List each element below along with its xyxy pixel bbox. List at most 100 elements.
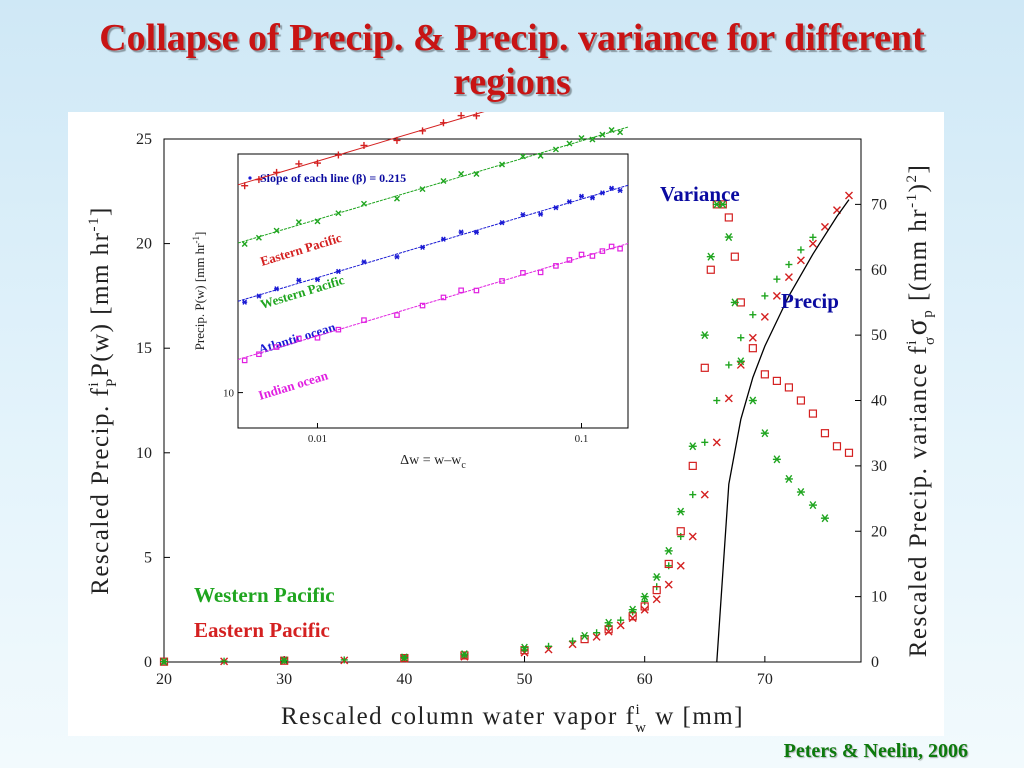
inset-point	[273, 168, 281, 176]
y-right-tick-label: 20	[871, 523, 887, 540]
variance-western-point	[718, 200, 727, 209]
inset-point	[273, 227, 280, 234]
y-left-tick-label: 25	[136, 131, 152, 148]
inset-point	[457, 112, 465, 120]
variance-western-point	[784, 474, 793, 483]
variance-eastern-point	[628, 612, 637, 621]
inset-point	[608, 243, 615, 250]
inset-point	[566, 199, 572, 205]
variance-eastern-point	[796, 396, 806, 405]
inset-point	[241, 240, 248, 247]
inset-point	[314, 334, 321, 341]
precip-western-point	[761, 292, 769, 300]
precip-eastern-point	[652, 595, 661, 604]
inset-point	[335, 210, 342, 217]
variance-eastern-point	[784, 383, 793, 392]
inset-point	[578, 251, 585, 258]
y-left-axis-label: Rescaled Precip. fi PP(w) [mm hr-1]	[86, 206, 120, 595]
inset-point	[314, 276, 320, 283]
precip-western-point	[785, 261, 793, 269]
variance-western-point	[664, 546, 673, 555]
variance-eastern-point	[832, 442, 842, 451]
variance-western-point	[700, 331, 709, 340]
inset-point	[419, 186, 426, 193]
slide-title-line-2: regions	[453, 61, 571, 103]
inset-point	[473, 287, 480, 294]
inset-point	[255, 176, 263, 184]
variance-eastern-point	[772, 376, 781, 385]
inset-point	[473, 171, 480, 178]
inset-point	[295, 219, 302, 226]
legend-western-pacific: Western Pacific	[194, 583, 335, 607]
inset-point	[361, 317, 367, 323]
precip-western-point	[713, 397, 721, 404]
variance-western-point	[706, 252, 715, 261]
variance-eastern-point	[664, 559, 673, 569]
y-right-tick-label: 50	[871, 327, 887, 344]
y-right-tick-label: 70	[871, 196, 887, 213]
variance-western-point	[460, 650, 469, 659]
x-axis-label: Rescaled column water vapor fi w w [mm]	[281, 702, 744, 736]
inset-point	[335, 268, 341, 275]
y-right-tick-label: 30	[871, 458, 887, 475]
inset-point	[360, 200, 367, 207]
inset-point	[499, 278, 505, 284]
inset-point	[242, 299, 248, 305]
main-chart: 20 30 40 50 60 70 0 5 10 15 20 25 0 10 20 30 40 50 60 70 Res…	[86, 112, 938, 736]
variance-western-point	[640, 592, 649, 601]
inset-point	[566, 140, 573, 147]
inset-y-axis-label: Precip. P(w) [mm hr-1]	[191, 232, 207, 351]
inset-point	[458, 287, 464, 294]
inset-point	[256, 293, 262, 299]
slide-title: Collapse of Precip. & Precip. variance f…	[0, 16, 1024, 104]
variance-western-point	[400, 653, 409, 662]
x-tick-label: 40	[396, 671, 412, 688]
variance-western-point	[808, 501, 817, 510]
inset-point	[393, 195, 400, 202]
precip-western-point	[725, 361, 733, 369]
inset-point	[439, 119, 447, 127]
inset-point	[255, 234, 262, 241]
inset-point	[394, 312, 400, 318]
variance-western-point	[628, 605, 637, 614]
inset-point	[419, 302, 426, 309]
inset-point	[296, 277, 302, 284]
inset-point	[599, 131, 606, 138]
variance-western-point	[160, 657, 168, 666]
variance-eastern-point	[640, 602, 649, 611]
y-right-tick-label: 40	[871, 393, 887, 410]
inset-point	[420, 244, 426, 251]
precip-western-point	[797, 246, 805, 254]
precip-fit-line	[716, 199, 850, 663]
inset-point	[552, 146, 559, 153]
variance-eastern-point	[844, 448, 854, 457]
variance-annotation: Variance	[660, 182, 740, 206]
precip-western-point	[545, 642, 553, 650]
inset-legend-text: Slope of each line (β) = 0.215	[260, 171, 406, 185]
inset-point	[589, 195, 595, 201]
y-left-tick-label: 5	[144, 549, 152, 566]
inset-point	[608, 127, 615, 134]
inset-x-axis-label: Δw = w–wc	[400, 453, 466, 471]
inset-point	[394, 254, 400, 260]
variance-western-point	[820, 514, 829, 523]
variance-eastern-point	[688, 461, 697, 470]
y-right-tick-label: 10	[871, 589, 887, 606]
precip-eastern-point	[784, 273, 793, 282]
inset-point	[241, 182, 249, 190]
precip-eastern-point	[628, 614, 637, 623]
inset-point	[335, 326, 342, 333]
inset-legend-bullet	[248, 176, 252, 180]
precip-western-point	[689, 491, 697, 499]
variance-western-point	[652, 572, 661, 582]
variance-eastern-point	[706, 265, 715, 274]
precip-eastern-point	[844, 191, 853, 200]
variance-western-point	[520, 643, 529, 652]
inset-point	[440, 236, 446, 242]
inset-point	[393, 136, 401, 144]
slide-title-line-1: Collapse of Precip. & Precip. variance f…	[99, 17, 925, 59]
inset-y-tick-label: 10	[223, 388, 235, 400]
variance-eastern-point	[820, 429, 830, 438]
precip-eastern-point	[736, 360, 745, 369]
y-left-tick-label: 15	[136, 340, 152, 357]
